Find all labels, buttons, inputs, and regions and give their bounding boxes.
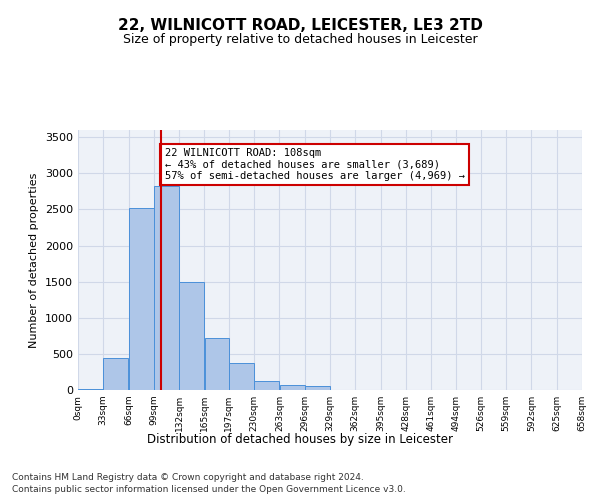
- Bar: [305, 386, 330, 390]
- Bar: [78, 388, 103, 390]
- Text: Distribution of detached houses by size in Leicester: Distribution of detached houses by size …: [147, 432, 453, 446]
- Text: Contains public sector information licensed under the Open Government Licence v3: Contains public sector information licen…: [12, 485, 406, 494]
- Bar: [179, 282, 204, 390]
- Bar: [205, 338, 229, 390]
- Bar: [129, 208, 154, 390]
- Text: Size of property relative to detached houses in Leicester: Size of property relative to detached ho…: [122, 32, 478, 46]
- Bar: [103, 358, 128, 390]
- Text: Contains HM Land Registry data © Crown copyright and database right 2024.: Contains HM Land Registry data © Crown c…: [12, 472, 364, 482]
- Bar: [254, 380, 279, 390]
- Text: 22, WILNICOTT ROAD, LEICESTER, LE3 2TD: 22, WILNICOTT ROAD, LEICESTER, LE3 2TD: [118, 18, 482, 32]
- Text: 22 WILNICOTT ROAD: 108sqm
← 43% of detached houses are smaller (3,689)
57% of se: 22 WILNICOTT ROAD: 108sqm ← 43% of detac…: [164, 148, 464, 182]
- Bar: [229, 362, 254, 390]
- Bar: [154, 186, 179, 390]
- Bar: [280, 386, 305, 390]
- Y-axis label: Number of detached properties: Number of detached properties: [29, 172, 40, 348]
